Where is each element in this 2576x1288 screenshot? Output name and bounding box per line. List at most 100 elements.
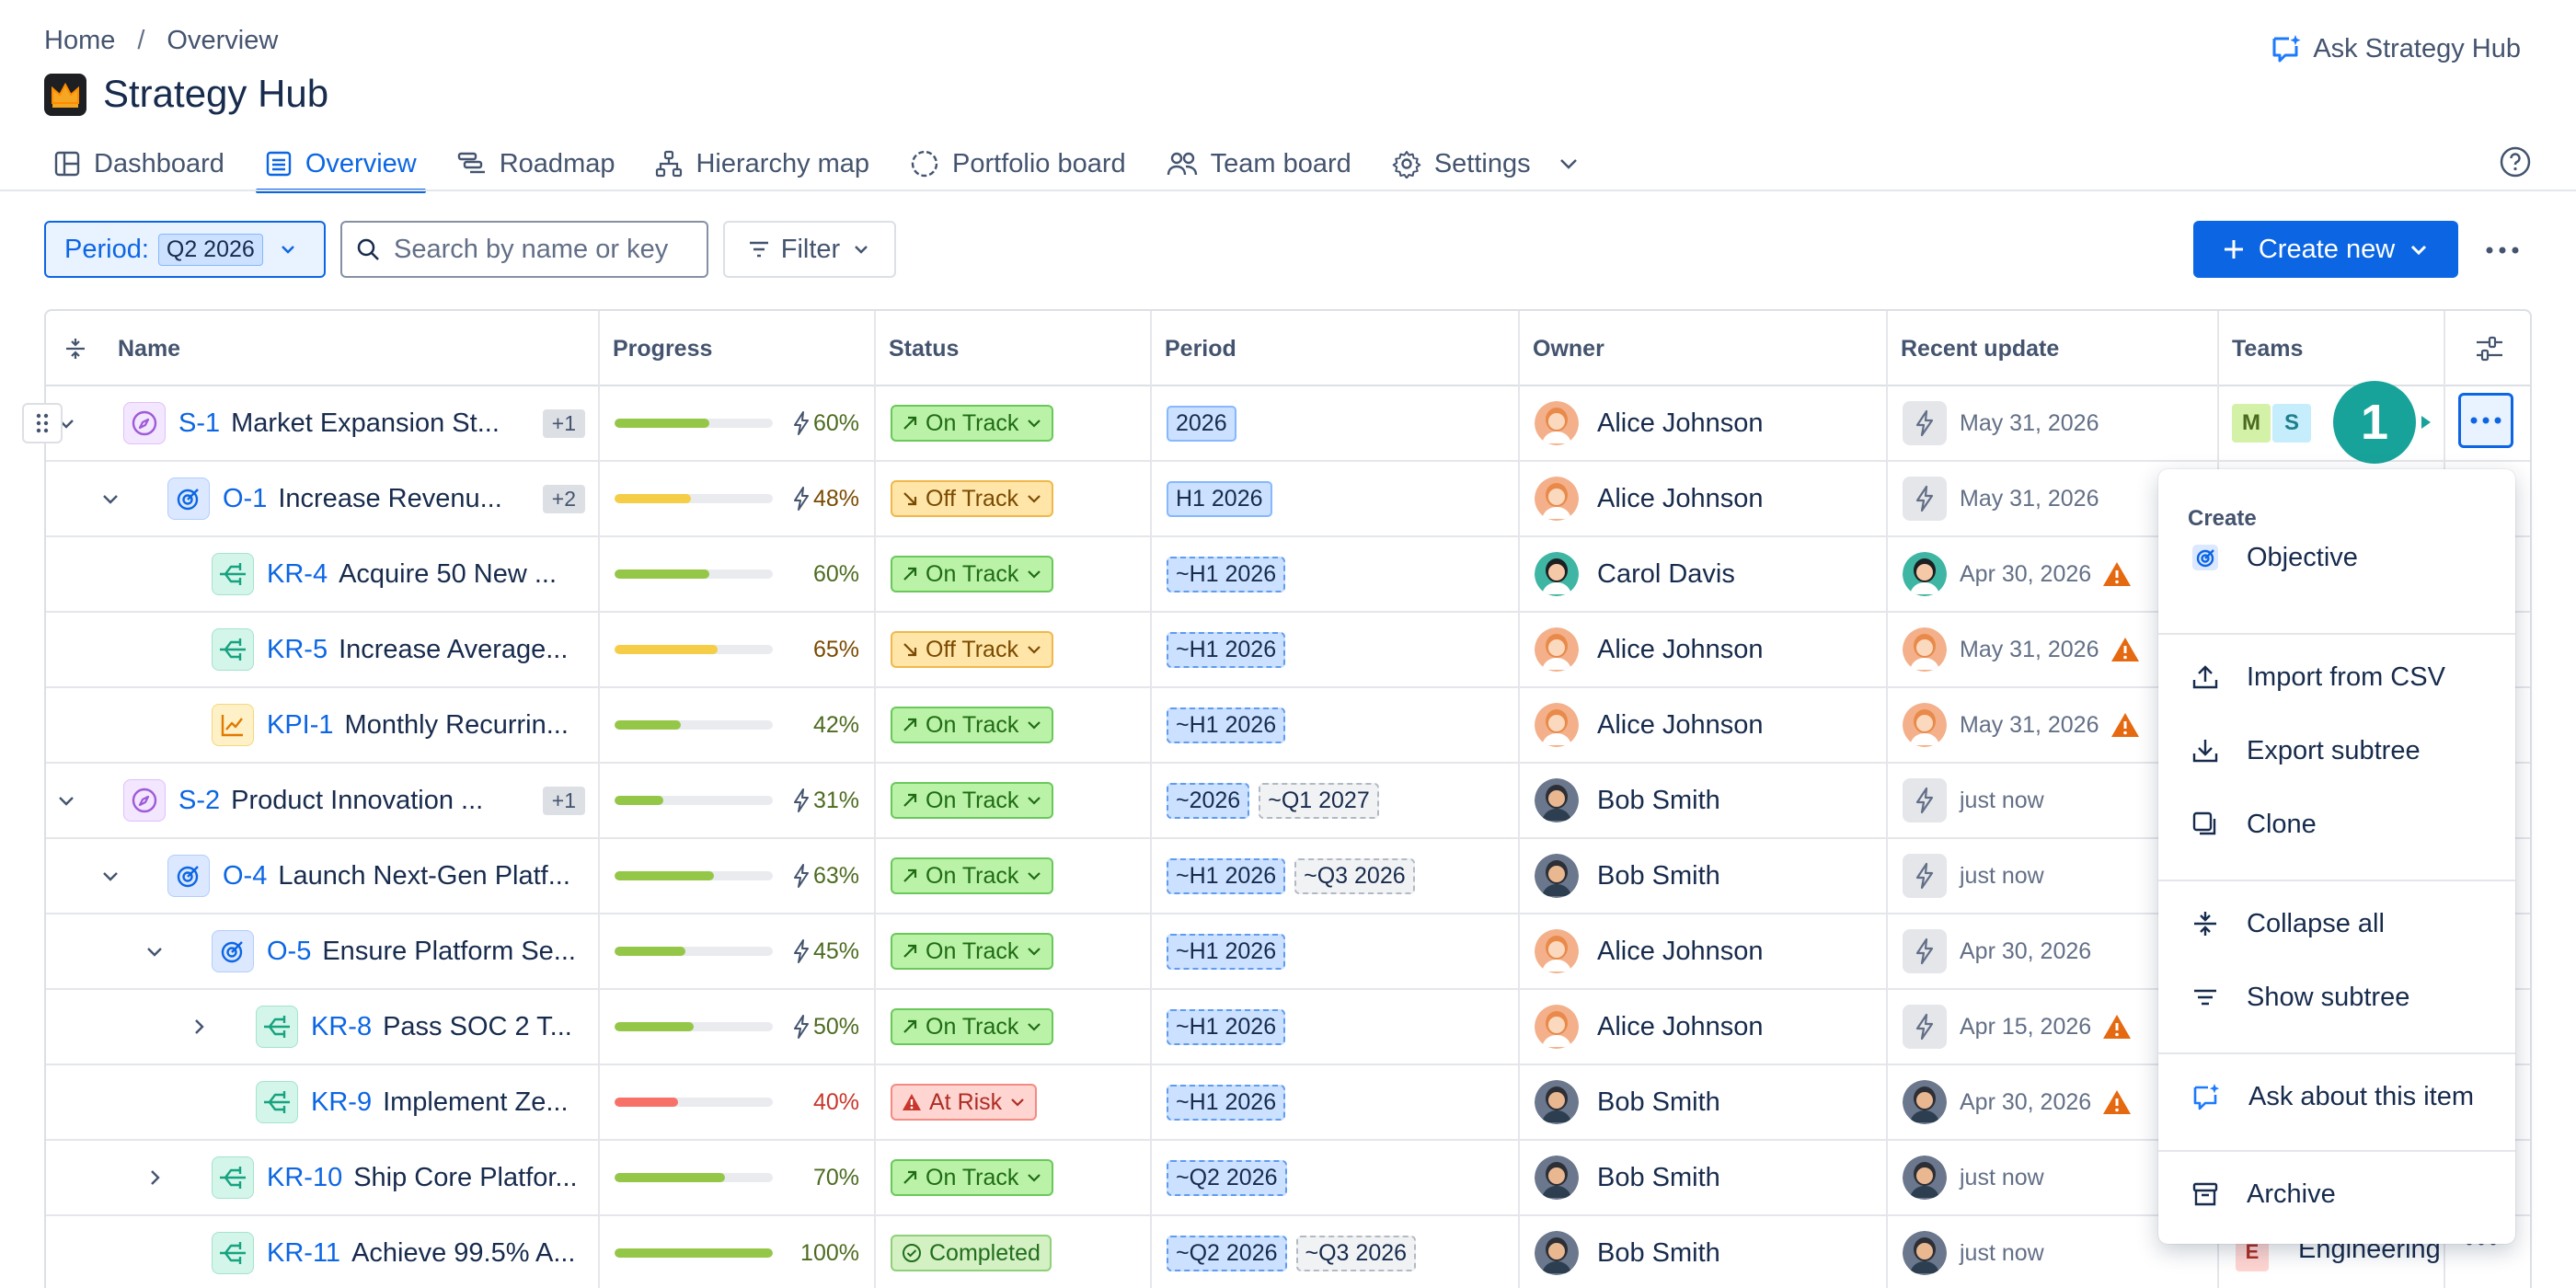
tab-roadmap[interactable]: Roadmap <box>448 136 625 191</box>
owner-name[interactable]: Bob Smith <box>1597 1087 1720 1117</box>
update-date[interactable]: May 31, 2026 <box>1960 636 2099 662</box>
menu-item-export-subtree[interactable]: Export subtree <box>2158 716 2515 786</box>
filter-button[interactable]: Filter <box>723 221 896 278</box>
status-badge[interactable]: On Track <box>891 1159 1054 1196</box>
owner-name[interactable]: Alice Johnson <box>1597 634 1764 664</box>
chevron-down-icon[interactable] <box>98 486 123 512</box>
item-name[interactable]: Implement Ze... <box>383 1087 569 1117</box>
table-row[interactable]: KPI-1 Monthly Recurrin... 42% On Track ~H1 2… <box>46 688 2530 764</box>
status-badge[interactable]: Off Track <box>891 480 1053 517</box>
owner-name[interactable]: Bob Smith <box>1597 1237 1720 1268</box>
table-row[interactable]: S-1 Market Expansion St... +1 60% On Track 20… <box>46 386 2530 462</box>
item-title[interactable]: O-1 Increase Revenu... <box>167 477 502 520</box>
item-name[interactable]: Achieve 99.5% A... <box>351 1237 576 1268</box>
drag-handle-icon[interactable] <box>22 403 63 443</box>
item-key[interactable]: O-4 <box>223 860 268 891</box>
item-title[interactable]: KR-8 Pass SOC 2 T... <box>256 1006 572 1048</box>
column-header-name[interactable]: Name <box>118 335 181 362</box>
column-header-progress[interactable]: Progress <box>598 311 874 386</box>
table-row[interactable]: KR-5 Increase Average... 65% Off Track ~H1 2… <box>46 613 2530 688</box>
owner-name[interactable]: Alice Johnson <box>1597 483 1764 513</box>
tab-settings[interactable]: Settings <box>1383 136 1590 191</box>
period-chip[interactable]: ~H1 2026 <box>1167 1008 1286 1045</box>
table-row[interactable]: KR-11 Achieve 99.5% A... 100% Completed ~Q2 … <box>46 1216 2530 1288</box>
period-chip[interactable]: ~Q1 2027 <box>1259 782 1379 819</box>
item-title[interactable]: KR-11 Achieve 99.5% A... <box>212 1232 576 1274</box>
period-chip[interactable]: ~2026 <box>1167 782 1250 819</box>
collapse-all-icon[interactable] <box>46 311 105 386</box>
item-name[interactable]: Market Expansion St... <box>231 408 500 438</box>
tab-hierarchy-map[interactable]: Hierarchy map <box>646 136 879 191</box>
menu-item-show-subtree[interactable]: Show subtree <box>2158 962 2515 1032</box>
period-chip[interactable]: ~Q2 2026 <box>1167 1235 1287 1271</box>
item-name[interactable]: Increase Revenu... <box>278 483 502 513</box>
item-title[interactable]: S-2 Product Innovation ... <box>123 779 483 822</box>
item-key[interactable]: S-1 <box>178 408 221 438</box>
item-key[interactable]: O-1 <box>223 483 268 513</box>
update-date[interactable]: May 31, 2026 <box>1960 711 2099 738</box>
item-title[interactable]: O-5 Ensure Platform Se... <box>212 930 576 972</box>
table-row[interactable]: KR-4 Acquire 50 New ... 60% On Track ~H1 202… <box>46 537 2530 613</box>
status-badge[interactable]: Completed <box>891 1235 1052 1271</box>
item-title[interactable]: O-4 Launch Next-Gen Platf... <box>167 855 570 897</box>
item-key[interactable]: KR-10 <box>267 1162 343 1192</box>
table-row[interactable]: O-1 Increase Revenu... +2 48% Off Track H1 20… <box>46 462 2530 537</box>
status-badge[interactable]: On Track <box>891 405 1054 442</box>
menu-item-ask-about-this-item[interactable]: Ask about this item <box>2158 1062 2515 1132</box>
children-count-badge[interactable]: +2 <box>542 484 585 513</box>
period-chip[interactable]: ~H1 2026 <box>1167 1084 1286 1121</box>
status-badge[interactable]: On Track <box>891 707 1054 743</box>
create-new-button[interactable]: Create new <box>2193 221 2458 278</box>
item-title[interactable]: KR-10 Ship Core Platfor... <box>212 1156 578 1199</box>
period-chip[interactable]: ~Q3 2026 <box>1294 857 1415 894</box>
item-name[interactable]: Acquire 50 New ... <box>339 558 558 589</box>
period-filter-button[interactable]: Period: Q2 2026 <box>44 221 326 278</box>
period-chip[interactable]: ~Q2 2026 <box>1167 1159 1287 1196</box>
chevron-down-icon[interactable] <box>98 863 123 889</box>
menu-item-objective[interactable]: Objective <box>2158 523 2515 592</box>
search-input[interactable]: Search by name or key <box>340 221 708 278</box>
item-name[interactable]: Launch Next-Gen Platf... <box>278 860 570 891</box>
item-key[interactable]: S-2 <box>178 785 221 815</box>
children-count-badge[interactable]: +1 <box>542 408 585 438</box>
period-chip[interactable]: H1 2026 <box>1167 480 1272 517</box>
item-title[interactable]: KR-5 Increase Average... <box>212 628 568 671</box>
item-title[interactable]: KR-9 Implement Ze... <box>256 1081 569 1123</box>
period-chip[interactable]: ~H1 2026 <box>1167 631 1286 668</box>
table-row[interactable]: O-4 Launch Next-Gen Platf... 63% On Track ~H… <box>46 839 2530 914</box>
update-date[interactable]: just now <box>1960 1239 2044 1266</box>
row-more-options-button[interactable] <box>2458 393 2513 448</box>
item-key[interactable]: KPI-1 <box>267 709 334 740</box>
owner-name[interactable]: Bob Smith <box>1597 860 1720 891</box>
menu-item-collapse-all[interactable]: Collapse all <box>2158 889 2515 959</box>
item-key[interactable]: KR-4 <box>267 558 328 589</box>
more-options-icon[interactable] <box>2480 232 2524 269</box>
tab-team-board[interactable]: Team board <box>1157 136 1361 191</box>
owner-name[interactable]: Bob Smith <box>1597 1162 1720 1192</box>
update-date[interactable]: just now <box>1960 787 2044 813</box>
status-badge[interactable]: On Track <box>891 782 1054 819</box>
ask-strategy-hub-button[interactable]: Ask Strategy Hub <box>2271 33 2521 64</box>
item-key[interactable]: KR-11 <box>267 1237 341 1268</box>
column-header-status[interactable]: Status <box>874 311 1150 386</box>
breadcrumb-current[interactable]: Overview <box>167 26 279 55</box>
update-date[interactable]: May 31, 2026 <box>1960 485 2099 512</box>
help-icon[interactable] <box>2499 145 2532 178</box>
item-key[interactable]: KR-5 <box>267 634 328 664</box>
period-chip[interactable]: 2026 <box>1167 405 1236 442</box>
column-header-period[interactable]: Period <box>1150 311 1518 386</box>
menu-item-archive[interactable]: Archive <box>2158 1159 2515 1229</box>
chevron-right-icon[interactable] <box>142 1165 167 1190</box>
menu-item-clone[interactable]: Clone <box>2158 789 2515 859</box>
owner-name[interactable]: Alice Johnson <box>1597 408 1764 438</box>
update-date[interactable]: Apr 30, 2026 <box>1960 560 2092 587</box>
status-badge[interactable]: On Track <box>891 857 1054 894</box>
status-badge[interactable]: On Track <box>891 556 1054 592</box>
period-chip[interactable]: ~H1 2026 <box>1167 707 1286 743</box>
table-row[interactable]: KR-9 Implement Ze... 40% At Risk ~H1 2026 Bob… <box>46 1065 2530 1141</box>
table-row[interactable]: S-2 Product Innovation ... +1 31% On Track ~2… <box>46 764 2530 839</box>
column-header-teams[interactable]: Teams <box>2217 311 2444 386</box>
team-chip[interactable]: M <box>2232 404 2271 443</box>
owner-name[interactable]: Carol Davis <box>1597 558 1735 589</box>
status-badge[interactable]: On Track <box>891 1008 1054 1045</box>
